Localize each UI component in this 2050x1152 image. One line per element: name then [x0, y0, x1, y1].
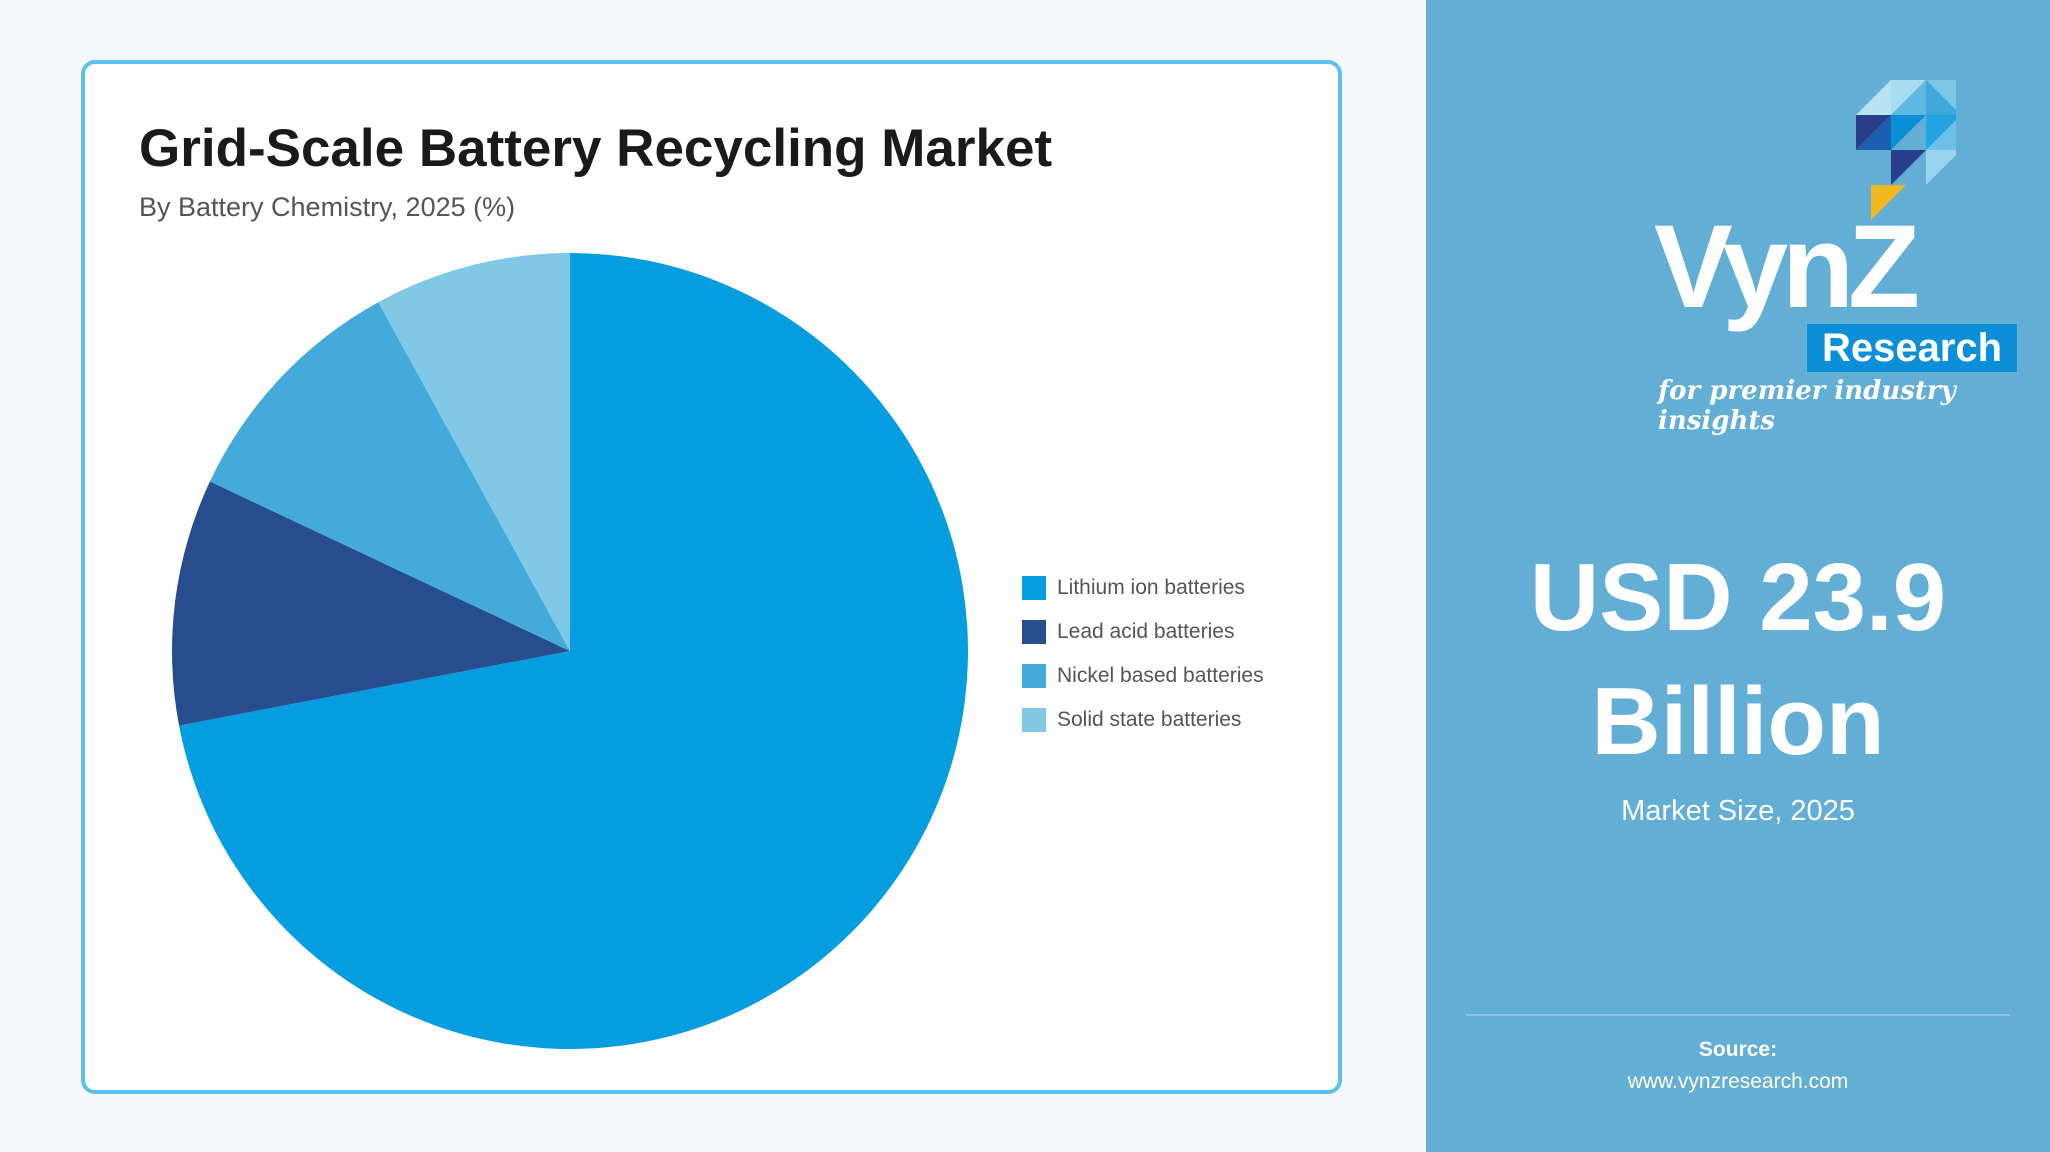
logo-tagline: for premier industry insights [1658, 376, 1956, 436]
source-link[interactable]: www.vynzresearch.com [1627, 1070, 1849, 1093]
legend-swatch [1022, 664, 1046, 688]
info-panel: VynZ Research for premier industry insig… [1426, 0, 2050, 1152]
legend-item: Lithium ion batteries [1022, 566, 1264, 610]
pie-slice-lithium-ion-batteries [179, 253, 968, 1049]
logo-triangle-mosaic-icon [1856, 80, 1956, 220]
legend-item: Lead acid batteries [1022, 610, 1264, 654]
chart-legend: Lithium ion batteries Lead acid batteries… [1022, 566, 1264, 742]
logo-wordmark: VynZ [1654, 201, 1920, 333]
market-size-value: USD 23.9 Billion [1529, 544, 1947, 775]
pie-slice-lead-acid-batteries [172, 481, 570, 726]
legend-swatch [1022, 708, 1046, 732]
source-label: Source: [1698, 1038, 1778, 1061]
chart-card: Grid-Scale Battery Recycling Market By B… [81, 60, 1342, 1094]
legend-swatch [1022, 620, 1046, 644]
pie-slice-nickel-based-batteries [209, 302, 570, 651]
pie-slice-solid-state-batteries [378, 253, 570, 651]
pie-chart [172, 253, 968, 1049]
market-size-label: Market Size, 2025 [1621, 795, 1855, 827]
vynz-research-logo: VynZ Research for premier industry insig… [1526, 70, 2017, 436]
legend-item: Nickel based batteries [1022, 654, 1264, 698]
legend-item: Solid state batteries [1022, 698, 1264, 742]
divider [1466, 1014, 2010, 1016]
chart-subtitle: By Battery Chemistry, 2025 (%) [139, 192, 516, 222]
legend-swatch [1022, 576, 1046, 600]
chart-title: Grid-Scale Battery Recycling Market [139, 119, 1053, 178]
legend-label: Solid state batteries [1057, 708, 1242, 731]
legend-label: Lead acid batteries [1057, 620, 1235, 643]
legend-label: Nickel based batteries [1057, 664, 1264, 687]
legend-label: Lithium ion batteries [1057, 576, 1245, 599]
logo-research-badge: Research [1807, 324, 2017, 372]
